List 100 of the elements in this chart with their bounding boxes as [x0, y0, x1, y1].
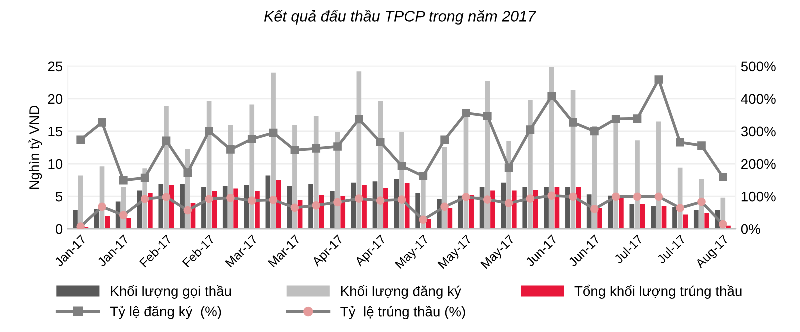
point [698, 142, 706, 150]
bar [105, 216, 110, 230]
bar [640, 204, 646, 230]
point [462, 193, 470, 202]
bar [287, 186, 292, 230]
point [612, 192, 620, 202]
point [312, 144, 321, 153]
bar [576, 187, 582, 230]
point [140, 174, 150, 182]
bar [544, 187, 549, 230]
bar [522, 187, 528, 230]
point [290, 146, 300, 155]
point [526, 126, 535, 134]
bar [330, 191, 335, 230]
bar [202, 187, 206, 230]
y-tick-label: 20 [48, 94, 63, 104]
point [504, 199, 514, 208]
y2-tick-label: 400% [741, 94, 776, 104]
point [398, 162, 406, 170]
point [569, 118, 578, 127]
bar [158, 184, 164, 230]
point [654, 76, 664, 84]
point [676, 138, 684, 147]
bar [404, 184, 410, 230]
point [312, 201, 321, 210]
point [398, 196, 406, 204]
point [548, 192, 556, 200]
bar [126, 218, 132, 230]
bar [448, 208, 453, 230]
point [590, 205, 599, 214]
bar [180, 184, 185, 230]
point [633, 114, 642, 123]
point [226, 194, 235, 202]
bar [222, 186, 228, 230]
bar [694, 210, 699, 230]
point [248, 196, 256, 205]
bar [362, 185, 367, 230]
point [590, 127, 599, 136]
point [718, 220, 728, 229]
point [569, 192, 578, 202]
legend-label: Tỷ lệ trúng thầu (%) [340, 306, 466, 320]
point [205, 194, 214, 204]
y-tick-label: 0 [56, 224, 63, 234]
point [334, 142, 342, 151]
point [140, 194, 150, 204]
legend-label: Tỷ lệ đăng ký (%) [110, 306, 222, 320]
y2-tick-label: 0% [741, 224, 760, 234]
point [76, 136, 86, 144]
point [612, 114, 620, 124]
bar [394, 178, 400, 230]
point [98, 202, 106, 212]
point [376, 196, 385, 205]
bar [234, 188, 238, 230]
legend-label: Khối lượng gọi thầu [111, 285, 232, 299]
point [76, 222, 86, 230]
point [184, 168, 192, 177]
point [290, 204, 300, 212]
point [184, 206, 192, 215]
bar [651, 206, 656, 230]
point [98, 118, 106, 127]
point [120, 211, 128, 220]
point [483, 112, 492, 120]
point [440, 136, 449, 144]
point [419, 172, 428, 181]
point [633, 192, 642, 202]
point [355, 194, 364, 203]
point [462, 109, 470, 118]
y2-tick-label: 200% [742, 159, 776, 170]
point [483, 196, 492, 204]
bar [630, 204, 635, 230]
point [269, 196, 278, 204]
point [548, 92, 556, 100]
bar [276, 180, 282, 230]
y2-tick-label: 300% [741, 126, 776, 137]
point [205, 126, 214, 136]
bar [73, 210, 78, 230]
point [248, 135, 256, 144]
point [440, 202, 449, 212]
point [718, 173, 728, 182]
point [419, 216, 428, 224]
bar [490, 190, 496, 230]
bar [704, 213, 710, 230]
point [504, 164, 514, 172]
point [269, 128, 278, 138]
y-tick-label: 10 [48, 159, 63, 170]
bar [598, 208, 602, 230]
point [334, 198, 342, 207]
y-tick-label: 25 [48, 62, 63, 72]
bar [469, 195, 474, 230]
y2-tick-label: 100% [742, 192, 776, 202]
point [676, 204, 684, 212]
point [526, 194, 535, 203]
point [698, 198, 706, 206]
bar [148, 193, 153, 230]
point [226, 146, 235, 154]
bar [308, 184, 314, 230]
point [162, 136, 171, 146]
point [376, 138, 385, 146]
bar [512, 190, 517, 230]
bar [662, 206, 667, 230]
